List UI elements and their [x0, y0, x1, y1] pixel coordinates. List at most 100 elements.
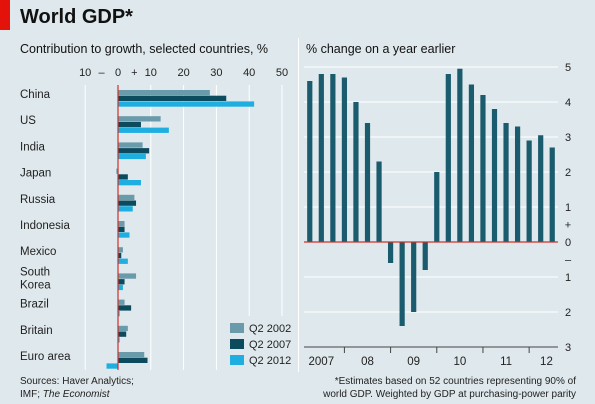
bar-q2-2007 [118, 305, 132, 311]
bar-q2-2012 [118, 337, 120, 343]
y-tick-label: 4 [565, 97, 571, 109]
y-tick-label: 5 [565, 62, 571, 74]
bar-q2-2012 [118, 180, 141, 186]
sources-prefix: IMF; [20, 389, 43, 400]
quarterly-bar [422, 242, 428, 270]
bar-q2-2012 [118, 101, 255, 107]
bar-q2-2007 [118, 95, 227, 101]
x-tick-label: 0 [115, 67, 121, 79]
x-tick-label: 40 [243, 67, 255, 79]
bar-q2-2002 [118, 90, 210, 96]
bar-q2-2007 [118, 174, 128, 180]
bar-q2-2007 [118, 200, 137, 206]
y-tick-label: 0 [565, 237, 571, 249]
bar-q2-2012 [118, 127, 169, 133]
y-tick-label: 1 [565, 272, 571, 284]
quarterly-bar [411, 242, 417, 312]
sources-line-1: Sources: Haver Analytics; [20, 376, 134, 387]
x-tick-label: 50 [276, 67, 288, 79]
quarterly-bar [514, 126, 521, 242]
category-label: China [20, 89, 51, 101]
quarterly-bar [491, 109, 498, 242]
bar-q2-2012 [118, 311, 120, 317]
note-line-1: *Estimates based on 52 countries represe… [334, 376, 576, 387]
bar-q2-2007 [118, 226, 125, 232]
quarterly-bar [330, 74, 336, 242]
left-chart-title: Contribution to growth, selected countri… [20, 42, 269, 56]
sources-footnote: Sources: Haver Analytics; IMF; The Econo… [20, 375, 134, 401]
quarterly-bar [445, 74, 451, 242]
brand-accent-tag [0, 0, 10, 30]
quarterly-bar [480, 95, 486, 242]
legend-swatch [230, 339, 244, 349]
legend-label: Q2 2007 [249, 339, 291, 351]
x-tick-label: 12 [540, 356, 553, 368]
legend-swatch [230, 323, 244, 333]
bar-q2-2007 [118, 148, 150, 154]
x-tick-label: 10 [79, 67, 91, 79]
quarterly-bar [341, 77, 348, 242]
page-title: World GDP* [20, 6, 133, 28]
y-tick-label: 1 [565, 202, 571, 214]
quarterly-bar [549, 147, 555, 242]
bar-q2-2007 [118, 357, 148, 363]
bar-q2-2012 [118, 232, 130, 238]
quarterly-bar [526, 140, 532, 242]
x-tick-label: 20 [177, 67, 189, 79]
bar-q2-2002 [118, 325, 128, 332]
x-tick-label: 30 [210, 67, 222, 79]
category-label: Euro area [20, 351, 71, 363]
x-tick-label: 2007 [309, 356, 335, 368]
legend-label: Q2 2012 [249, 355, 291, 367]
bar-q2-2007 [118, 252, 122, 259]
x-tick-label: 09 [407, 356, 420, 368]
sources-line-2: IMF; The Economist [20, 388, 134, 401]
right-chart-title: % change on a year earlier [306, 42, 456, 56]
category-label: Japan [20, 168, 51, 180]
quarterly-bar [399, 242, 405, 326]
quarterly-bar [457, 68, 463, 242]
x-tick-label: 08 [361, 356, 374, 368]
bar-q2-2002 [118, 221, 125, 227]
quarterly-bar [387, 242, 394, 263]
left-chart: 10 0 10 20 30 40 50 – + China US India Japan Russia In… [20, 67, 296, 370]
x-tick-label: 11 [500, 356, 512, 368]
sources-publication: The Economist [42, 389, 110, 400]
methodology-footnote: *Estimates based on 52 countries represe… [300, 375, 576, 401]
y-tick-label: 3 [565, 342, 571, 354]
note-line-2: world GDP. Weighted by GDP at purchasing… [323, 389, 576, 400]
minus-sign-label: – [565, 255, 572, 267]
bar-q2-2002 [118, 116, 161, 122]
plus-sign-label: + [131, 67, 137, 79]
category-label: Korea [20, 279, 51, 291]
category-label: Britain [20, 325, 53, 337]
bar-q2-2002 [118, 273, 137, 279]
bar-q2-2002 [118, 247, 123, 253]
y-tick-label: 2 [565, 167, 571, 179]
quarterly-bar [364, 123, 371, 242]
category-label: Russia [20, 194, 56, 206]
x-tick-label: 10 [453, 356, 466, 368]
quarterly-bar [434, 172, 440, 242]
bar-q2-2007 [118, 279, 125, 285]
y-tick-label: 3 [565, 132, 571, 144]
bar-q2-2007 [118, 121, 141, 128]
category-label: South [20, 266, 50, 278]
plus-sign-label: + [565, 220, 571, 232]
y-tick-label: 2 [565, 307, 571, 319]
bar-q2-2002 [118, 299, 125, 305]
category-label: Brazil [20, 299, 49, 311]
bar-q2-2012 [106, 363, 118, 369]
bar-q2-2012 [118, 206, 133, 212]
quarterly-bar [468, 84, 475, 242]
quarterly-bar [307, 81, 313, 242]
bar-q2-2007 [118, 331, 127, 337]
quarterly-bar [318, 74, 324, 242]
x-tick-label: 10 [145, 67, 157, 79]
category-label: India [20, 141, 46, 153]
quarterly-bar [353, 102, 359, 242]
bar-q2-2002 [118, 194, 135, 201]
bar-q2-2002 [118, 352, 145, 358]
bar-q2-2012 [118, 284, 123, 291]
